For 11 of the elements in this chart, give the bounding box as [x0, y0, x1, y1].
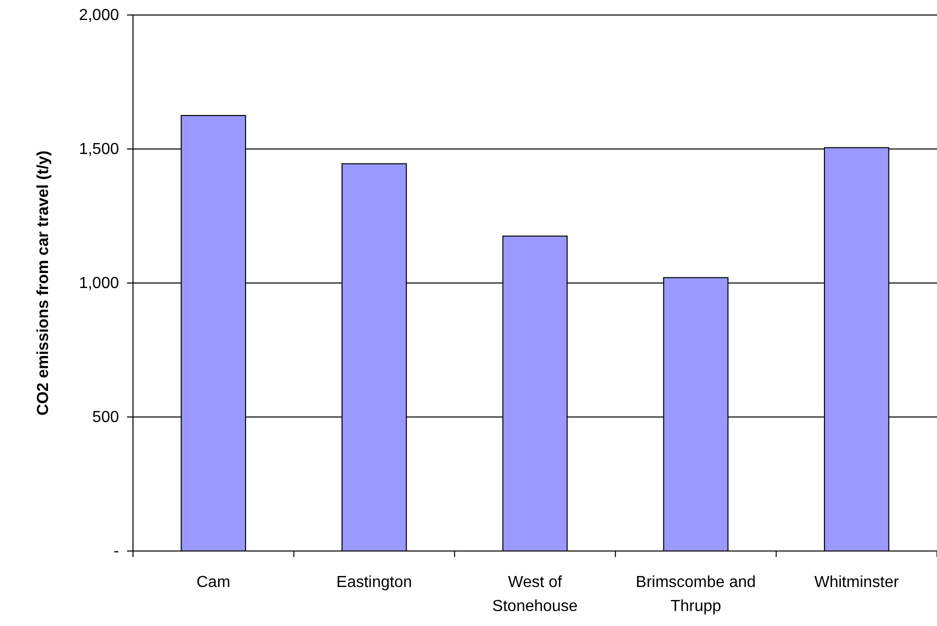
y-tick-label: 1,500	[78, 141, 120, 158]
y-tick-label: 1,000	[78, 275, 120, 292]
y-axis-title: CO2 emissions from car travel (t/y)	[35, 150, 52, 416]
y-tick-label: 2,000	[78, 7, 120, 24]
x-tick-label: Eastington	[336, 574, 412, 591]
y-tick-label: -	[114, 543, 119, 560]
x-tick-label: West of Stonehouse	[492, 574, 578, 615]
x-tick-label: Whitminster	[814, 574, 900, 591]
y-tick-label: 500	[92, 409, 120, 426]
x-tick-label: Cam	[196, 574, 230, 591]
x-tick-label: Brimscombe and Thrupp	[636, 574, 756, 615]
